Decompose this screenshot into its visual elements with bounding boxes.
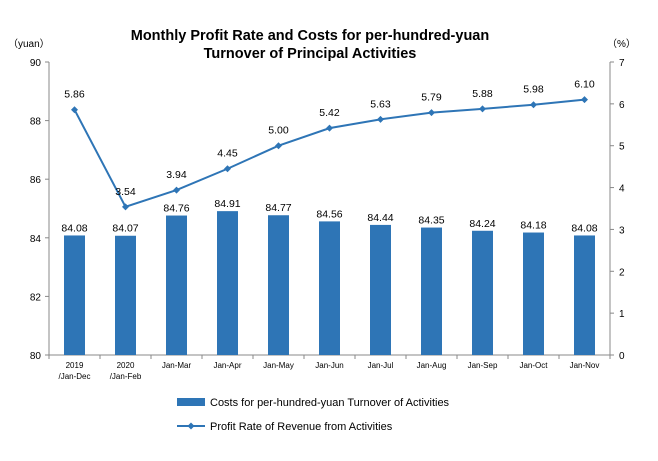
cost-bar	[166, 215, 187, 355]
x-axis-category-label: 2020	[117, 361, 135, 370]
cost-bar	[115, 235, 136, 355]
left-axis-tick-label: 86	[30, 175, 42, 186]
legend-line-label: Profit Rate of Revenue from Activities	[210, 421, 393, 433]
x-axis-category-label: Jan-Apr	[213, 361, 241, 370]
cost-bar-value-label: 84.44	[367, 212, 393, 224]
cost-bar	[472, 230, 493, 355]
profit-rate-marker	[479, 105, 486, 113]
cost-bar-value-label: 84.56	[316, 208, 342, 220]
profit-rate-value-label: 5.98	[523, 84, 544, 96]
profit-rate-value-label: 5.88	[472, 88, 493, 100]
x-axis-category-label: Jan-Mar	[162, 361, 192, 370]
cost-bar-value-label: 84.18	[520, 220, 546, 232]
legend-line-marker	[187, 422, 195, 430]
chart-title-line-2: Turnover of Principal Activities	[204, 46, 417, 62]
cost-bar-value-label: 84.35	[418, 215, 444, 227]
cost-bar-value-label: 84.07	[112, 223, 138, 235]
x-axis-category-label: /Jan-Dec	[58, 372, 90, 381]
cost-bar-value-label: 84.08	[571, 222, 597, 234]
profit-rate-marker	[173, 186, 180, 194]
right-axis-tick-label: 2	[619, 267, 625, 278]
cost-bar	[574, 235, 595, 355]
profit-rate-marker	[71, 106, 78, 114]
cost-bar	[370, 224, 391, 355]
cost-bar	[217, 211, 238, 355]
left-axis-tick-label: 84	[30, 234, 42, 245]
cost-bar-value-label: 84.76	[163, 203, 189, 215]
cost-bar	[319, 221, 340, 355]
profit-rate-marker	[224, 165, 231, 173]
profit-rate-marker	[581, 96, 588, 104]
left-axis-tick-label: 88	[30, 117, 42, 128]
right-axis-unit: （%）	[607, 38, 636, 50]
cost-bar	[268, 215, 289, 355]
right-axis-tick-label: 6	[619, 100, 625, 111]
chart-title-line-1: Monthly Profit Rate and Costs for per-hu…	[131, 28, 489, 44]
left-axis-tick-label: 82	[30, 292, 42, 303]
cost-bar-value-label: 84.24	[469, 218, 495, 230]
x-axis-category-label: Jan-Jun	[315, 361, 343, 370]
profit-rate-marker	[275, 142, 282, 150]
right-axis-tick-label: 5	[619, 142, 625, 153]
cost-bar-value-label: 84.77	[265, 202, 291, 214]
x-axis-category-label: Jan-Sep	[468, 361, 498, 370]
right-axis-tick-label: 1	[619, 309, 625, 320]
profit-rate-value-label: 5.86	[64, 89, 85, 101]
profit-rate-value-label: 4.45	[217, 148, 238, 160]
x-axis-category-label: 2019	[66, 361, 84, 370]
x-axis-category-label: Jan-May	[263, 361, 294, 370]
cost-bar-value-label: 84.08	[61, 222, 87, 234]
cost-bar-value-label: 84.91	[214, 198, 240, 210]
x-axis-category-label: Jan-Oct	[519, 361, 548, 370]
profit-rate-marker	[326, 124, 333, 132]
profit-rate-marker	[377, 115, 384, 123]
right-axis-tick-label: 0	[619, 351, 625, 362]
profit-rate-value-label: 3.54	[115, 186, 136, 198]
profit-rate-value-label: 5.00	[268, 125, 289, 137]
left-axis-unit: （yuan）	[8, 38, 50, 50]
left-axis-tick-label: 90	[30, 58, 42, 69]
profit-rate-marker	[530, 101, 537, 109]
cost-bar	[421, 227, 442, 355]
right-axis-tick-label: 7	[619, 58, 625, 69]
x-axis-category-label: Jan-Aug	[417, 361, 447, 370]
x-axis-category-label: Jan-Jul	[368, 361, 394, 370]
legend-bar-label: Costs for per-hundred-yuan Turnover of A…	[210, 397, 450, 409]
x-axis-category-label: /Jan-Feb	[110, 372, 142, 381]
cost-bar	[523, 232, 544, 355]
profit-rate-value-label: 3.94	[166, 169, 187, 181]
cost-bar	[64, 235, 85, 355]
right-axis-tick-label: 4	[619, 184, 625, 195]
right-axis-tick-label: 3	[619, 225, 625, 236]
profit-rate-value-label: 5.42	[319, 107, 340, 119]
profit-rate-value-label: 5.63	[370, 98, 391, 110]
profit-rate-marker	[122, 203, 129, 211]
left-axis-tick-label: 80	[30, 351, 42, 362]
profit-rate-value-label: 5.79	[421, 92, 442, 104]
profit-rate-marker	[428, 109, 435, 117]
profit-rate-value-label: 6.10	[574, 79, 595, 91]
x-axis-category-label: Jan-Nov	[570, 361, 600, 370]
legend-bar-swatch	[177, 398, 205, 406]
